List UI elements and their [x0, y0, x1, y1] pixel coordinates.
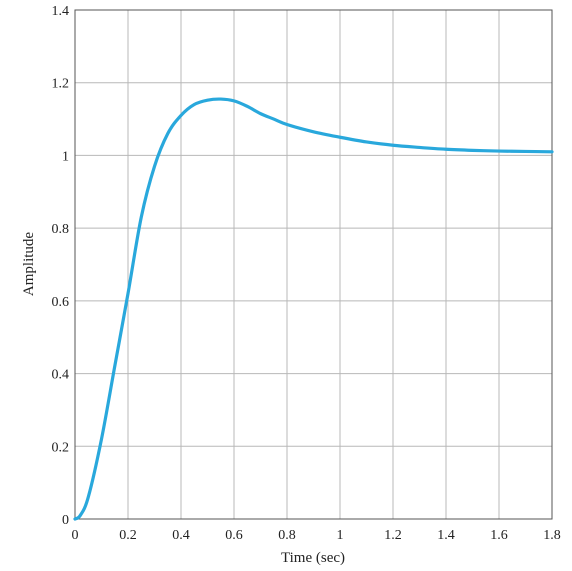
x-tick-label: 1.2 [384, 528, 402, 543]
x-axis-label: Time (sec) [281, 550, 345, 566]
y-tick-label: 0.2 [52, 440, 70, 455]
data-series [73, 97, 554, 521]
x-tick-label: 0.6 [225, 528, 243, 543]
x-tick-label: 0.2 [119, 528, 137, 543]
y-tick-labels: 0 0.2 0.4 0.6 0.8 1 1.2 1.4 [52, 4, 70, 528]
series-line [73, 97, 554, 521]
x-tick-label: 1.8 [543, 528, 561, 543]
x-tick-label: 0.8 [278, 528, 296, 543]
x-tick-label: 0.4 [172, 528, 190, 543]
y-axis-label: Amplitude [21, 232, 37, 297]
x-tick-labels: 0 0.2 0.4 0.6 0.8 1 1.2 1.4 1.6 1.8 [72, 528, 561, 543]
y-tick-label: 0.6 [52, 295, 70, 310]
y-tick-label: 0.4 [52, 368, 70, 383]
y-tick-label: 0.8 [52, 222, 70, 237]
plot-frame [74, 9, 553, 520]
x-tick-label: 0 [72, 528, 79, 543]
x-tick-label: 1 [337, 528, 344, 543]
x-tick-label: 1.6 [490, 528, 508, 543]
y-tick-label: 1.4 [52, 4, 70, 19]
grid-lines [75, 10, 552, 519]
x-tick-label: 1.4 [437, 528, 455, 543]
y-tick-label: 1 [62, 149, 69, 164]
y-tick-label: 0 [62, 513, 69, 528]
y-tick-label: 1.2 [52, 77, 70, 92]
